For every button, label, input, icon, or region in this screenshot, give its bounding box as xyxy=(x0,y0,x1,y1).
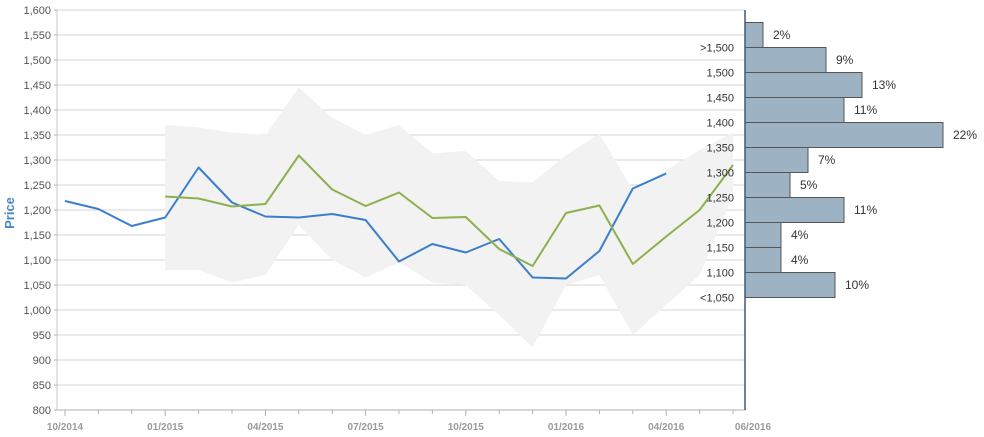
x-tick-label: 04/2015 xyxy=(247,422,284,433)
histogram: 2% >1,500 9% 1,500 13% 1,450 11% 1,400 22% 1,350 7… xyxy=(700,22,977,305)
y-tick-label: 950 xyxy=(33,330,51,342)
y-tick-label: 1,000 xyxy=(23,305,51,317)
histogram-percent: 10% xyxy=(845,278,869,292)
x-tick-label: 04/2016 xyxy=(648,422,685,433)
x-tick-label: 10/2015 xyxy=(448,422,485,433)
y-tick-label: 1,600 xyxy=(23,5,51,17)
histogram-bar xyxy=(744,272,836,298)
y-axis-label: Price xyxy=(2,197,17,229)
histogram-bin-label: 1,500 xyxy=(706,68,734,80)
histogram-percent: 22% xyxy=(953,128,977,142)
histogram-bar xyxy=(744,22,764,48)
histogram-percent: 4% xyxy=(791,228,809,242)
x-tick-labels: 10/2014 01/2015 04/2015 07/2015 10/2015 01/20… xyxy=(47,422,772,433)
x-tick-label: 10/2014 xyxy=(47,422,84,433)
histogram-percent: 5% xyxy=(800,178,818,192)
histogram-percent: 2% xyxy=(773,28,791,42)
y-tick-label: 900 xyxy=(33,355,51,367)
histogram-bin-label: <1,050 xyxy=(700,293,734,305)
histogram-percent: 11% xyxy=(854,203,877,217)
histogram-percent: 9% xyxy=(836,53,854,67)
y-tick-label: 800 xyxy=(33,405,51,417)
histogram-bin-label: 1,400 xyxy=(706,118,734,130)
axes xyxy=(54,9,746,416)
histogram-bin-label: >1,500 xyxy=(700,43,734,55)
y-tick-label: 1,100 xyxy=(23,255,51,267)
y-tick-label: 1,400 xyxy=(23,105,51,117)
histogram-bar xyxy=(744,222,782,248)
y-tick-label: 1,250 xyxy=(23,180,51,192)
histogram-bar xyxy=(744,172,791,198)
x-tick-label: 01/2016 xyxy=(548,422,585,433)
histogram-percent: 11% xyxy=(854,103,877,117)
y-tick-label: 1,150 xyxy=(23,230,51,242)
y-tick-labels: 800 850 900 950 1,000 1,050 1,100 1,150 1,200 1,2… xyxy=(23,5,51,417)
histogram-percent: 13% xyxy=(872,78,896,92)
histogram-bar xyxy=(744,47,827,73)
histogram-bin-label: 1,250 xyxy=(706,193,734,205)
x-tick-label: 01/2015 xyxy=(147,422,184,433)
y-tick-label: 1,350 xyxy=(23,130,51,142)
histogram-bin-label: 1,200 xyxy=(706,218,734,230)
histogram-bar xyxy=(744,122,944,148)
y-tick-label: 1,200 xyxy=(23,205,51,217)
x-tick-label: 06/2016 xyxy=(735,422,772,433)
histogram-percent: 4% xyxy=(791,253,809,267)
y-tick-label: 1,450 xyxy=(23,80,51,92)
series-line-2 xyxy=(165,154,734,267)
series-line-1 xyxy=(64,166,667,280)
x-tick-label: 07/2015 xyxy=(348,422,385,433)
histogram-bar xyxy=(744,197,845,223)
y-tick-label: 1,550 xyxy=(23,30,51,42)
histogram-bar xyxy=(744,247,782,273)
histogram-bin-label: 1,100 xyxy=(706,268,734,280)
y-tick-label: 850 xyxy=(33,380,51,392)
y-tick-label: 1,500 xyxy=(23,55,51,67)
histogram-bar xyxy=(744,147,809,173)
histogram-bar xyxy=(744,97,845,123)
y-tick-label: 1,300 xyxy=(23,155,51,167)
histogram-bar xyxy=(744,72,863,98)
histogram-bin-label: 1,150 xyxy=(706,243,734,255)
histogram-bin-label: 1,450 xyxy=(706,93,734,105)
series-lines xyxy=(64,154,734,280)
histogram-percent: 7% xyxy=(818,153,836,167)
histogram-bin-label: 1,300 xyxy=(706,168,734,180)
histogram-bin-label: 1,350 xyxy=(706,143,734,155)
y-tick-label: 1,050 xyxy=(23,280,51,292)
